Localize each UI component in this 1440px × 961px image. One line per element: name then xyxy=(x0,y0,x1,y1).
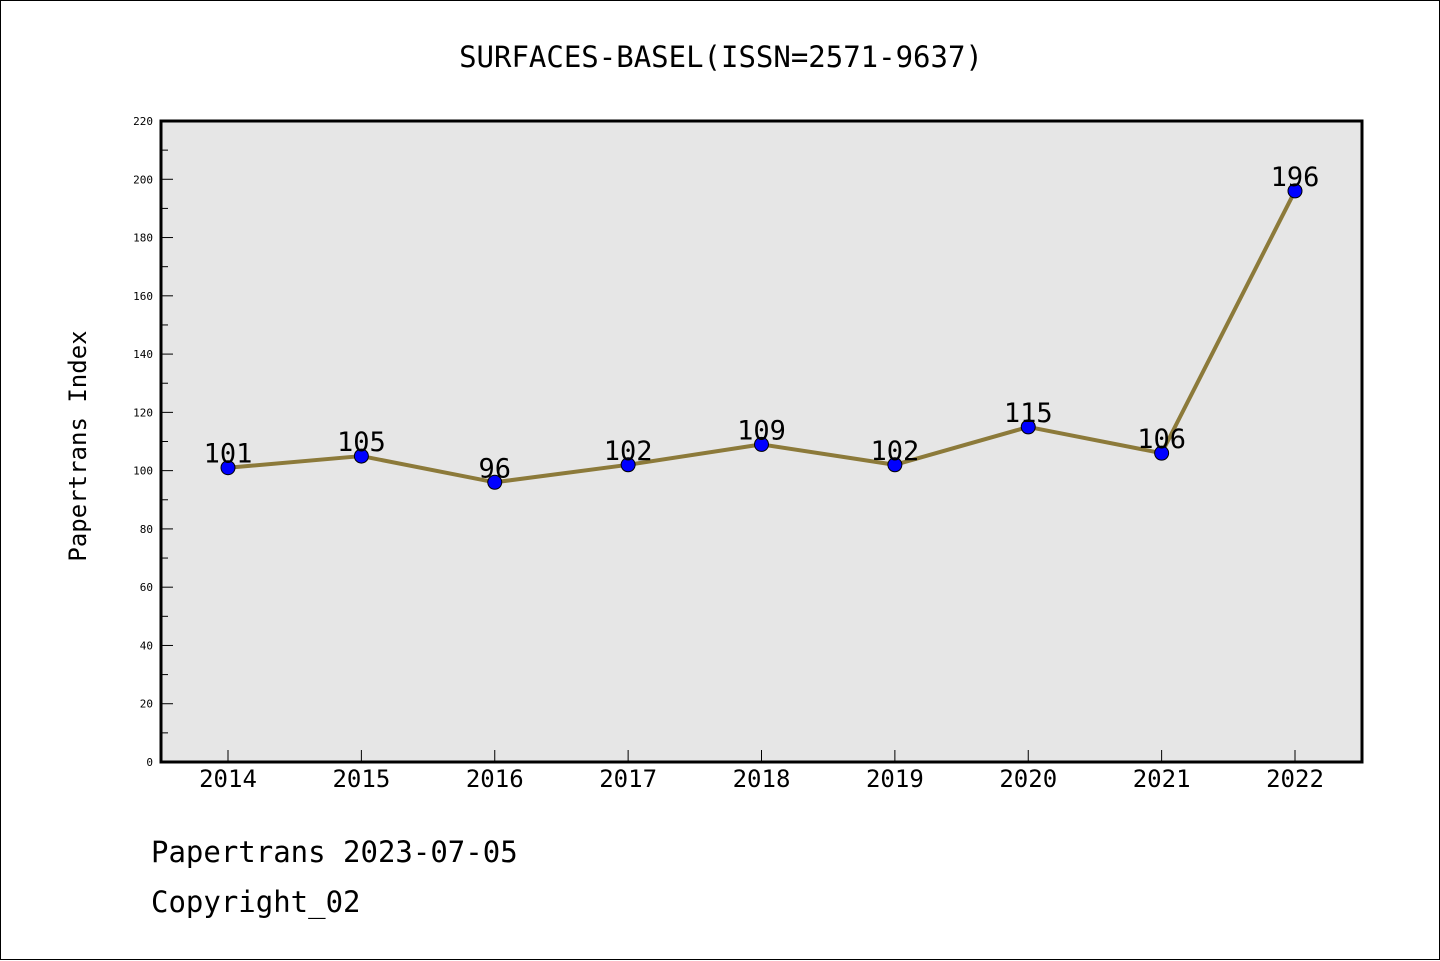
data-label: 106 xyxy=(1137,424,1186,455)
data-label: 101 xyxy=(204,439,253,470)
data-label: 105 xyxy=(337,427,386,458)
x-axis: 2014 2015 2016 2017 2018 2019 2020 2021 2022 xyxy=(199,750,1324,793)
x-tick-label: 2022 xyxy=(1266,765,1324,793)
x-tick-label: 2021 xyxy=(1133,765,1191,793)
footer-date: Papertrans 2023-07-05 xyxy=(151,835,518,869)
x-tick-label: 2020 xyxy=(999,765,1057,793)
data-point xyxy=(620,457,636,473)
y-tick-label: 180 xyxy=(133,232,153,245)
y-tick-label: 120 xyxy=(133,406,153,419)
y-tick-label: 200 xyxy=(133,173,153,186)
data-point xyxy=(754,436,769,452)
data-point xyxy=(1287,183,1303,199)
x-tick-label: 2016 xyxy=(466,765,524,793)
x-tick-label: 2018 xyxy=(733,765,791,793)
x-tick-label: 2015 xyxy=(332,765,390,793)
data-label: 102 xyxy=(604,436,653,467)
plot-border xyxy=(159,119,1364,764)
data-label: 196 xyxy=(1271,162,1320,193)
data-label: 102 xyxy=(870,436,919,467)
x-tick-label: 2017 xyxy=(599,765,657,793)
data-point xyxy=(487,474,503,490)
chart-title: SURFACES-BASEL(ISSN=2571-9637) xyxy=(459,40,983,74)
y-tick-label: 80 xyxy=(140,523,153,536)
y-tick-label: 40 xyxy=(140,639,153,652)
series-layer xyxy=(220,183,1303,490)
data-point xyxy=(1020,419,1036,435)
y-tick-label: 140 xyxy=(133,348,153,361)
data-point xyxy=(353,448,369,464)
data-label: 115 xyxy=(1004,398,1053,429)
y-tick-label: 100 xyxy=(133,465,153,478)
y-tick-label: 60 xyxy=(140,581,153,594)
data-point xyxy=(1154,445,1170,461)
data-label-layer: 101 105 96 102 109 102 115 106 196 xyxy=(204,162,1320,484)
y-tick-label: 220 xyxy=(133,115,153,128)
y-tick-label: 160 xyxy=(133,290,153,303)
data-point xyxy=(220,460,236,476)
y-tick-label: 0 xyxy=(146,756,153,769)
data-point xyxy=(887,457,903,473)
data-label: 109 xyxy=(737,415,786,446)
y-tick-label: 20 xyxy=(140,698,153,711)
data-label: 96 xyxy=(478,453,511,484)
x-tick-label: 2014 xyxy=(199,765,257,793)
y-axis-label: Papertrans Index xyxy=(64,330,92,561)
footer-copyright: Copyright_02 xyxy=(151,885,361,919)
x-tick-label: 2019 xyxy=(866,765,924,793)
